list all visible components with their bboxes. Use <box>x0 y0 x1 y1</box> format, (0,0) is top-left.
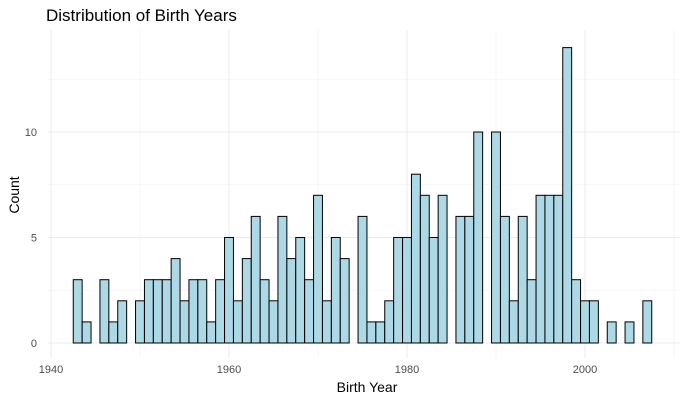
histogram-bar <box>117 300 128 344</box>
histogram-bar <box>366 321 377 344</box>
histogram-bar <box>224 237 234 344</box>
histogram-bar <box>357 215 368 344</box>
histogram-bar <box>339 258 350 344</box>
histogram-bar <box>491 131 501 344</box>
histogram-bar <box>508 300 519 344</box>
histogram-bar <box>188 279 199 344</box>
histogram-bar <box>206 321 217 344</box>
histogram-bar <box>241 258 252 344</box>
y-axis-label: Count <box>6 176 22 213</box>
y-tick-label: 0 <box>31 338 37 350</box>
histogram-bar <box>606 321 617 344</box>
histogram-bar <box>384 300 395 344</box>
histogram-bar <box>81 321 92 344</box>
chart-title: Distribution of Birth Years <box>46 6 237 25</box>
histogram-bar <box>330 237 341 344</box>
x-tick-label: 2000 <box>573 364 597 376</box>
histogram-bar <box>268 300 279 344</box>
histogram-bar <box>588 300 599 344</box>
y-axis-ticks: 0 5 10 <box>25 127 37 350</box>
histogram-bar <box>259 279 270 344</box>
histogram-bar <box>437 194 448 344</box>
histogram-bar <box>455 215 466 344</box>
histogram-bar <box>197 279 208 344</box>
histogram-bar <box>393 237 404 344</box>
histogram-bar <box>232 300 243 344</box>
histogram-bar <box>135 300 145 344</box>
histogram-bar <box>410 173 421 344</box>
histogram-bar <box>143 279 154 344</box>
histogram-bar <box>473 131 484 344</box>
histogram-bar <box>428 237 439 344</box>
histogram-bar <box>250 215 261 344</box>
histogram-bar <box>544 194 555 344</box>
histogram-bar <box>375 321 386 344</box>
histogram-bar <box>72 279 83 344</box>
histogram-bar <box>402 237 412 344</box>
x-tick-label: 1980 <box>395 364 419 376</box>
histogram-bar <box>553 194 564 344</box>
x-tick-label: 1940 <box>39 364 63 376</box>
histogram-bar <box>152 279 163 344</box>
histogram-bar <box>464 215 475 344</box>
histogram-bar <box>99 279 110 344</box>
histogram-bar <box>571 279 582 344</box>
histogram-bar <box>562 47 573 344</box>
histogram-bar <box>535 194 546 344</box>
histogram-bar <box>642 300 653 344</box>
y-tick-label: 5 <box>31 233 37 245</box>
x-axis-label: Birth Year <box>337 379 398 395</box>
histogram-bar <box>517 215 528 344</box>
x-tick-label: 1960 <box>217 364 241 376</box>
histogram-bars <box>72 47 653 344</box>
histogram-bar <box>161 279 172 344</box>
histogram-bar <box>499 215 510 344</box>
histogram-bar <box>624 321 635 344</box>
y-tick-label: 10 <box>25 127 37 139</box>
histogram-bar <box>580 300 590 344</box>
histogram-bar <box>286 258 297 344</box>
histogram-bar <box>321 300 332 344</box>
histogram-bar <box>295 237 306 344</box>
x-axis-ticks: 1940 1960 1980 2000 <box>39 364 597 376</box>
histogram-bar <box>304 279 315 344</box>
histogram-bar <box>313 194 323 344</box>
histogram-bar <box>419 194 430 344</box>
histogram-bar <box>277 215 288 344</box>
histogram-bar <box>526 279 537 344</box>
histogram-bar <box>170 258 181 344</box>
histogram-bar <box>215 279 226 344</box>
histogram-bar <box>179 300 190 344</box>
histogram-bar <box>108 321 119 344</box>
